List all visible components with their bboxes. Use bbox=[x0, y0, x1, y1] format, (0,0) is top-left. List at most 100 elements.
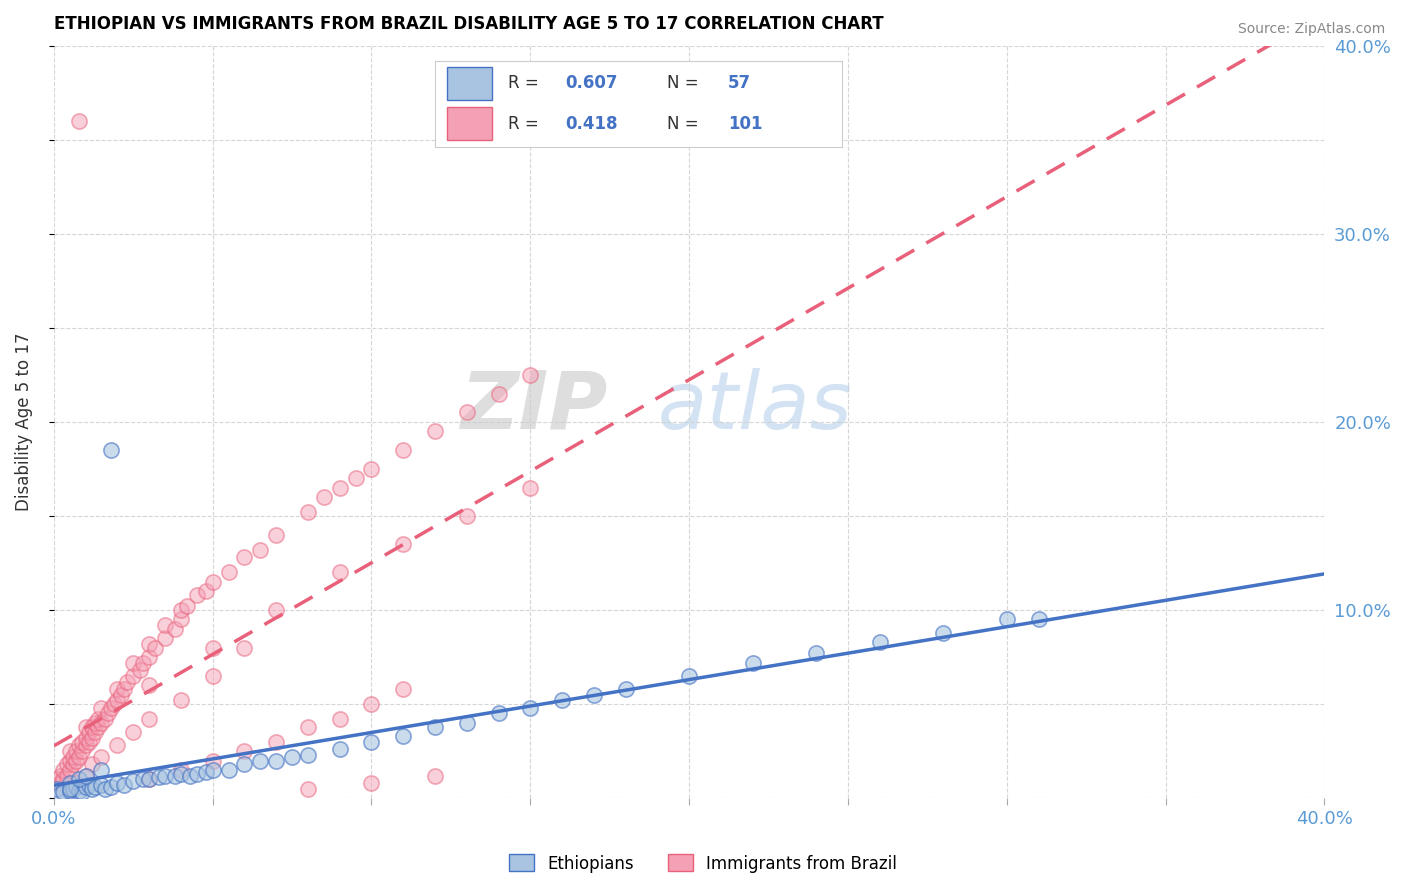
Point bbox=[59, 781, 82, 796]
Point bbox=[519, 368, 541, 382]
Point bbox=[932, 625, 955, 640]
Point bbox=[59, 763, 82, 777]
Point bbox=[201, 640, 224, 655]
Point bbox=[233, 757, 256, 772]
Point bbox=[52, 785, 75, 799]
Point bbox=[75, 739, 97, 753]
Point bbox=[122, 669, 145, 683]
Point bbox=[179, 768, 201, 782]
Point bbox=[100, 443, 122, 458]
Point bbox=[103, 697, 125, 711]
Point bbox=[519, 481, 541, 495]
Point bbox=[80, 731, 103, 745]
Point bbox=[264, 528, 287, 542]
Point bbox=[75, 731, 97, 745]
Text: ZIP: ZIP bbox=[460, 368, 607, 446]
Point bbox=[138, 637, 160, 651]
Point bbox=[75, 780, 97, 794]
Point bbox=[423, 720, 446, 734]
Point bbox=[49, 776, 72, 790]
Point bbox=[72, 744, 94, 758]
Point bbox=[65, 754, 87, 768]
Point bbox=[93, 712, 115, 726]
Point bbox=[392, 537, 415, 551]
Point bbox=[80, 781, 103, 796]
Point bbox=[138, 650, 160, 665]
Point bbox=[59, 781, 82, 796]
Point bbox=[995, 612, 1018, 626]
Point bbox=[77, 778, 100, 792]
Point bbox=[519, 701, 541, 715]
Point bbox=[741, 656, 763, 670]
Point bbox=[201, 574, 224, 589]
Point bbox=[138, 772, 160, 787]
Point bbox=[392, 681, 415, 696]
Point bbox=[67, 749, 90, 764]
Point bbox=[360, 697, 382, 711]
Point bbox=[488, 706, 510, 721]
Point bbox=[62, 781, 84, 796]
Point bbox=[80, 720, 103, 734]
Point bbox=[264, 603, 287, 617]
Point bbox=[264, 735, 287, 749]
Point bbox=[77, 735, 100, 749]
Point bbox=[297, 720, 319, 734]
Point bbox=[360, 735, 382, 749]
Point bbox=[233, 550, 256, 565]
Point bbox=[65, 744, 87, 758]
Point bbox=[201, 754, 224, 768]
Point bbox=[105, 776, 128, 790]
Point bbox=[170, 612, 193, 626]
Point bbox=[49, 788, 72, 802]
Point bbox=[678, 669, 700, 683]
Point bbox=[195, 584, 218, 599]
Point bbox=[65, 780, 87, 794]
Point bbox=[170, 766, 193, 780]
Point bbox=[163, 622, 186, 636]
Point bbox=[84, 725, 107, 739]
Point bbox=[46, 781, 69, 796]
Point bbox=[249, 542, 271, 557]
Point bbox=[360, 776, 382, 790]
Point bbox=[869, 635, 891, 649]
Y-axis label: Disability Age 5 to 17: Disability Age 5 to 17 bbox=[15, 333, 32, 511]
Point bbox=[456, 715, 478, 730]
Point bbox=[163, 768, 186, 782]
Point bbox=[186, 766, 208, 780]
Point bbox=[84, 715, 107, 730]
Point bbox=[59, 754, 82, 768]
Point bbox=[456, 508, 478, 523]
Point bbox=[153, 632, 176, 646]
Point bbox=[72, 735, 94, 749]
Point bbox=[170, 603, 193, 617]
Text: ETHIOPIAN VS IMMIGRANTS FROM BRAZIL DISABILITY AGE 5 TO 17 CORRELATION CHART: ETHIOPIAN VS IMMIGRANTS FROM BRAZIL DISA… bbox=[53, 15, 883, 33]
Point bbox=[80, 757, 103, 772]
Point bbox=[132, 656, 155, 670]
Point bbox=[148, 771, 170, 785]
Point bbox=[97, 706, 120, 721]
Point bbox=[195, 764, 218, 779]
Point bbox=[87, 712, 110, 726]
Point bbox=[551, 693, 574, 707]
Point bbox=[90, 715, 112, 730]
Point bbox=[59, 783, 82, 797]
Point bbox=[456, 405, 478, 419]
Point bbox=[423, 768, 446, 782]
Point bbox=[59, 744, 82, 758]
Point bbox=[122, 656, 145, 670]
Point bbox=[281, 749, 304, 764]
Point bbox=[105, 693, 128, 707]
Point bbox=[582, 688, 605, 702]
Point bbox=[218, 763, 240, 777]
Point bbox=[90, 763, 112, 777]
Point bbox=[138, 712, 160, 726]
Point bbox=[360, 462, 382, 476]
Point bbox=[84, 780, 107, 794]
Point bbox=[72, 785, 94, 799]
Point bbox=[65, 776, 87, 790]
Point bbox=[128, 663, 150, 677]
Point bbox=[67, 114, 90, 128]
Point bbox=[297, 781, 319, 796]
Point bbox=[112, 681, 135, 696]
Point bbox=[132, 772, 155, 787]
